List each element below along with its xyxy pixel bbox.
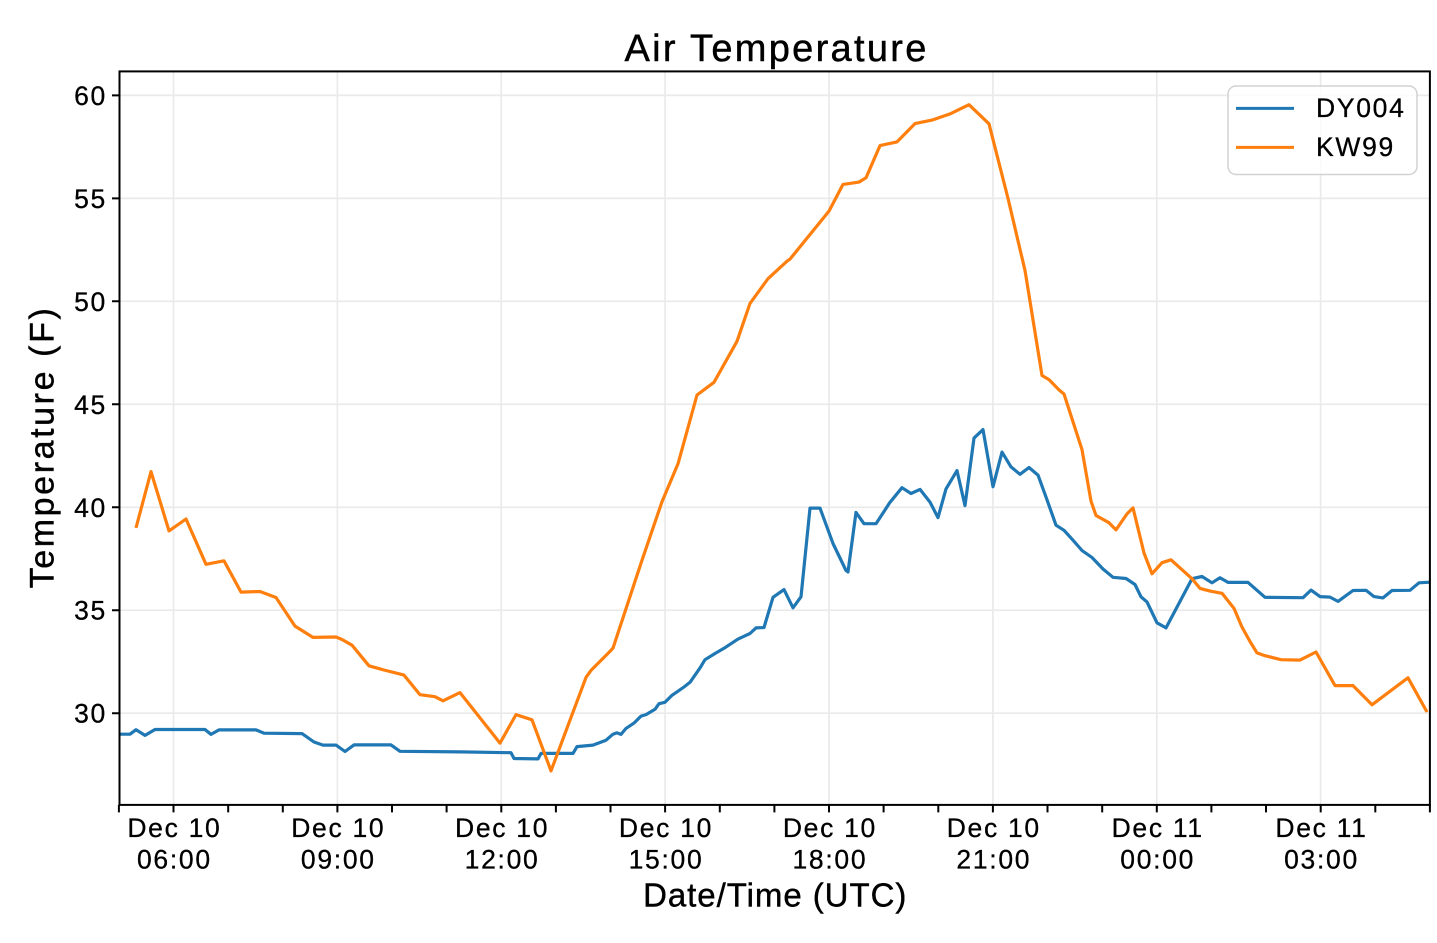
svg-text:06:00: 06:00 <box>137 845 212 875</box>
svg-text:Dec 10: Dec 10 <box>783 813 877 843</box>
svg-text:55: 55 <box>74 184 107 214</box>
svg-text:Dec 10: Dec 10 <box>455 813 549 843</box>
svg-text:03:00: 03:00 <box>1284 845 1359 875</box>
svg-text:18:00: 18:00 <box>792 845 867 875</box>
svg-text:30: 30 <box>74 699 107 729</box>
svg-text:40: 40 <box>74 493 107 523</box>
svg-text:KW99: KW99 <box>1316 132 1395 162</box>
svg-text:09:00: 09:00 <box>301 845 376 875</box>
svg-text:Temperature (F): Temperature (F) <box>24 306 62 589</box>
svg-text:12:00: 12:00 <box>465 845 540 875</box>
svg-text:Dec 10: Dec 10 <box>619 813 713 843</box>
svg-text:Dec 10: Dec 10 <box>127 813 221 843</box>
svg-text:Dec 11: Dec 11 <box>1275 813 1367 843</box>
svg-text:Air Temperature: Air Temperature <box>625 28 929 70</box>
svg-text:00:00: 00:00 <box>1120 845 1195 875</box>
svg-text:Dec 11: Dec 11 <box>1112 813 1204 843</box>
svg-text:45: 45 <box>74 390 107 420</box>
svg-text:15:00: 15:00 <box>629 845 704 875</box>
svg-text:Dec 10: Dec 10 <box>291 813 385 843</box>
svg-text:Dec 10: Dec 10 <box>947 813 1041 843</box>
svg-text:Date/Time (UTC): Date/Time (UTC) <box>643 877 907 914</box>
svg-text:DY004: DY004 <box>1316 93 1406 123</box>
svg-text:50: 50 <box>74 287 107 317</box>
svg-text:60: 60 <box>74 81 107 111</box>
svg-text:21:00: 21:00 <box>956 845 1031 875</box>
svg-text:35: 35 <box>74 596 107 626</box>
